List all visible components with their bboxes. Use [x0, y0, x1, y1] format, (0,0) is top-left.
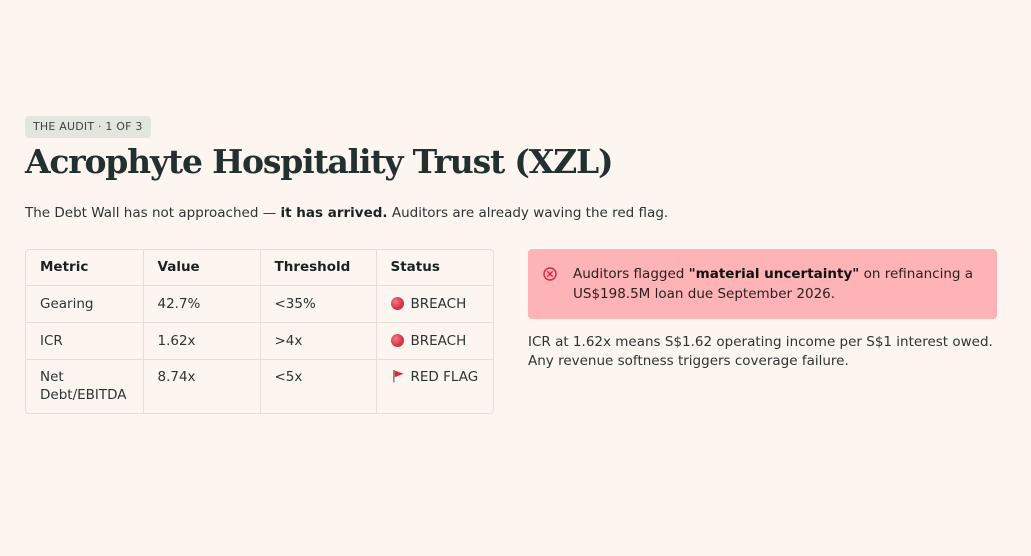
cell-threshold: <35% [260, 285, 377, 323]
status-label: RED FLAG [410, 369, 479, 385]
subtitle-prefix: The Debt Wall has not approached — [25, 205, 281, 221]
red-flag-icon [392, 370, 403, 383]
cell-status: RED FLAG [376, 360, 493, 414]
alert-suffix: on refinancing a US$198.5M loan due Sept… [573, 266, 974, 302]
alert-prefix: Auditors flagged [573, 266, 689, 282]
header-status: Status [376, 250, 493, 286]
table-row: Net Debt/EBITDA 8.74x <5x RED FLAG [26, 359, 493, 414]
cell-status: BREACH [376, 285, 493, 323]
audit-alert: Auditors flagged "material uncertainty" … [528, 249, 997, 319]
metrics-table-container: Metric Value Threshold Status Gearing 42… [25, 249, 494, 414]
status-label: BREACH [410, 333, 467, 349]
section-badge: THE AUDIT · 1 OF 3 [25, 116, 151, 138]
cell-metric: ICR [26, 322, 144, 360]
cell-threshold: <5x [260, 359, 377, 413]
page-subtitle: The Debt Wall has not approached — it ha… [25, 205, 668, 221]
table-row: ICR 1.62x >4x BREACH [26, 322, 493, 360]
cell-metric: Net Debt/EBITDA [26, 359, 144, 413]
subtitle-suffix: Auditors are already waving the red flag… [387, 205, 669, 221]
error-circle-icon [543, 267, 557, 281]
red-circle-icon [390, 297, 404, 310]
cell-value: 8.74x [143, 359, 261, 413]
alert-emphasis: "material uncertainty" [688, 266, 860, 282]
red-circle-icon [390, 334, 404, 347]
cell-value: 42.7% [143, 285, 261, 323]
header-value: Value [143, 250, 261, 286]
cell-metric: Gearing [26, 285, 144, 323]
header-metric: Metric [26, 250, 144, 286]
alert-message: Auditors flagged "material uncertainty" … [573, 264, 983, 304]
icr-note: ICR at 1.62x means S$1.62 operating inco… [528, 334, 993, 369]
cell-value: 1.62x [143, 322, 261, 360]
subtitle-emphasis: it has arrived. [280, 205, 388, 221]
cell-threshold: >4x [260, 322, 377, 360]
table-row: Gearing 42.7% <35% BREACH [26, 285, 493, 323]
header-threshold: Threshold [260, 250, 377, 286]
table-header-row: Metric Value Threshold Status [26, 250, 493, 286]
metrics-table: Metric Value Threshold Status Gearing 42… [26, 250, 493, 413]
cell-status: BREACH [376, 322, 493, 360]
page-title: Acrophyte Hospitality Trust (XZL) [25, 142, 614, 181]
status-label: BREACH [410, 296, 467, 312]
